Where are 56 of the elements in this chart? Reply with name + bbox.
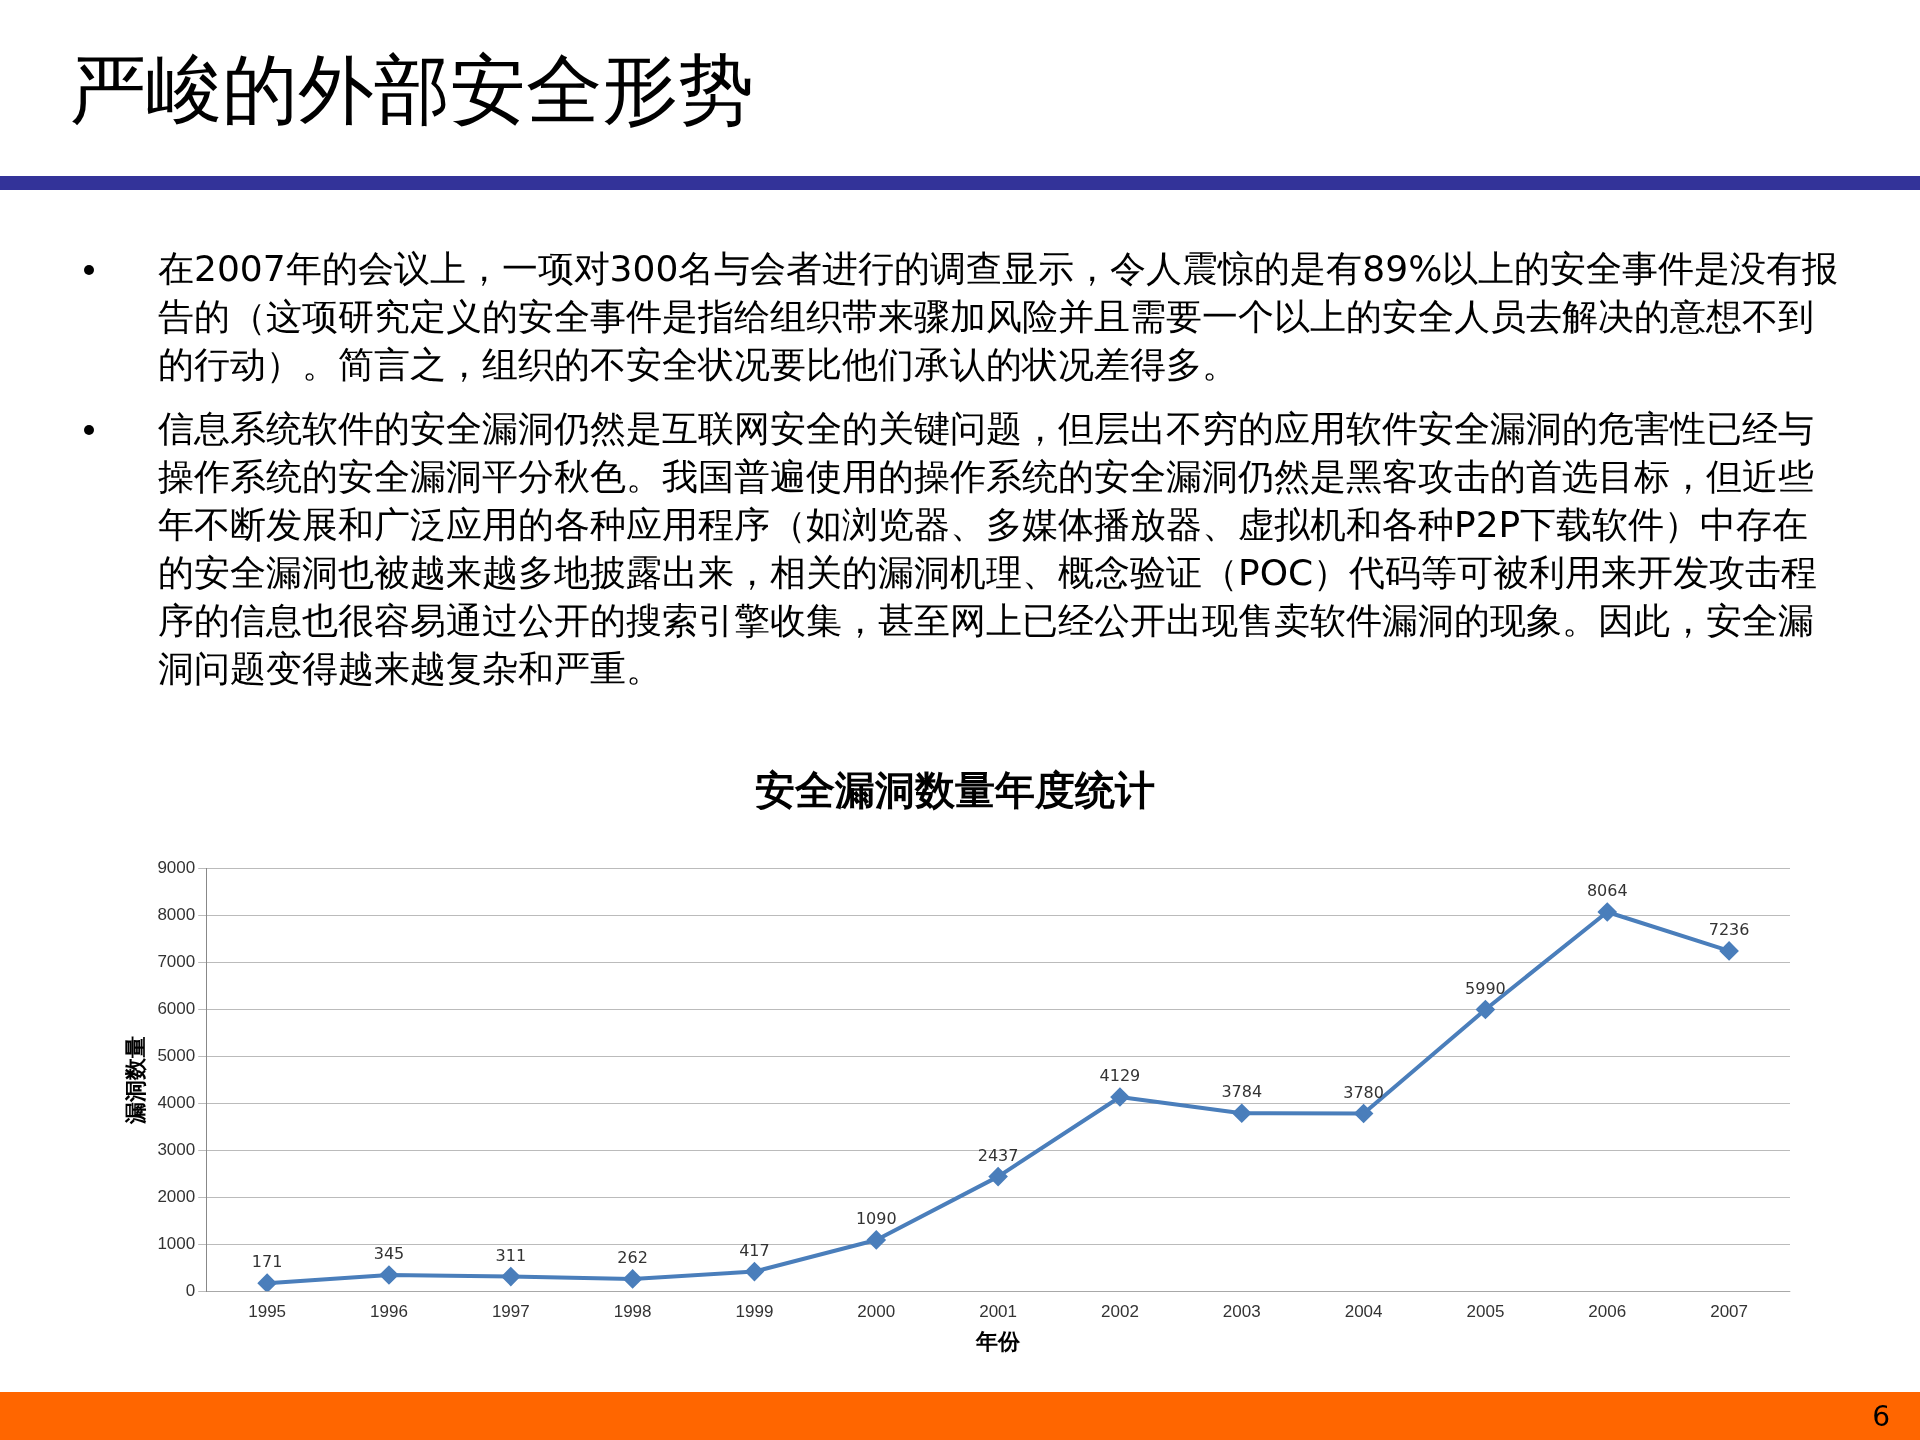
point <box>379 1265 398 1284</box>
point <box>1110 1088 1129 1107</box>
data-label: 417 <box>739 1240 770 1260</box>
x-tick-label: 2003 <box>1222 1302 1261 1322</box>
point <box>989 1167 1008 1186</box>
x-tick-label: 2001 <box>979 1302 1018 1322</box>
text: 信息系统软件的安全漏洞仍然是互联网安全的关键问题，但层出不穷的应用软件安全漏洞的危害性已经与操作系统的安全漏洞平分秋色。我国普遍使用的操作系统的安全漏洞仍然是黑客攻击的首选目标，但近些年不断发展和广泛应用的各种应用程序（如浏览器、多媒体播放器、虚拟机和各种P2P下载软件）中存在的安全漏洞也被越来越多地披露出来，相关的漏洞机理、概念验证（POC）代码等可被利用来开发攻击程序的信息也很容易通过公开的搜索引擎收集，甚至网上已经公开出现售卖软件漏洞的现象。因此，安全漏洞问题变得越来越复杂和严重。 <box>157 407 1819 691</box>
x-tick-label: 2006 <box>1588 1302 1627 1322</box>
text: 6 <box>1872 1400 1890 1433</box>
x-tick-label: 1995 <box>248 1302 287 1322</box>
point <box>1232 1104 1251 1123</box>
x-tick-label: 2002 <box>1101 1302 1139 1322</box>
y-tick-label: 4000 <box>157 1092 196 1112</box>
data-label: 345 <box>373 1244 405 1264</box>
data-label: 5990 <box>1465 978 1506 998</box>
point <box>867 1230 886 1249</box>
data-label: 171 <box>251 1252 283 1272</box>
point <box>258 1274 277 1292</box>
point <box>501 1267 520 1286</box>
x-tick-label: 2000 <box>857 1302 896 1322</box>
y-tick-label: 9000 <box>157 857 196 877</box>
data-label: 1090 <box>855 1209 897 1229</box>
data-label: 2437 <box>977 1145 1019 1165</box>
point <box>1354 1104 1373 1123</box>
x-tick-label: 1998 <box>613 1302 652 1322</box>
point <box>745 1262 764 1281</box>
y-tick-label: 5000 <box>157 1045 196 1065</box>
data-label: 8064 <box>1586 881 1628 901</box>
chart-title: 安全漏洞数量年度统计 <box>755 766 1155 814</box>
data-label: 311 <box>495 1245 527 1265</box>
x-tick-label: 1997 <box>491 1302 530 1322</box>
x-tick-label: 2005 <box>1466 1302 1505 1322</box>
data-label: 7236 <box>1708 920 1750 940</box>
y-tick-label: 6000 <box>157 998 196 1018</box>
text: 严峻的外部安全形势 <box>70 44 754 136</box>
x-axis-title: 年份 <box>975 1328 1022 1354</box>
point <box>1598 903 1617 922</box>
point <box>1476 1000 1495 1019</box>
point <box>623 1269 642 1288</box>
x-tick-label: 2004 <box>1344 1302 1383 1322</box>
x-tick-label: 1996 <box>370 1302 408 1322</box>
y-tick-label: 0 <box>185 1280 196 1300</box>
y-axis-title: 漏洞数量 <box>123 1035 149 1125</box>
y-tick-label: 7000 <box>157 951 196 971</box>
data-label: 262 <box>617 1248 648 1268</box>
x-tick-label: 1999 <box>735 1302 774 1322</box>
y-tick-label: 2000 <box>157 1186 196 1206</box>
data-label: 3780 <box>1343 1082 1384 1102</box>
text: 在2007年的会议上，一项对300名与会者进行的调查显示，令人震惊的是有89%以上的安全事件是没有报告的（这项研究定义的安全事件是指给组织带来骤加风险并且需要一个以上的安全人员去解决的意想不到的行动）。简言之，组织的不安全状况要比他们承认的状况差得多。 <box>157 247 1840 387</box>
y-tick-label: 3000 <box>157 1139 196 1159</box>
data-label: 3784 <box>1221 1082 1263 1102</box>
point <box>1720 941 1739 960</box>
y-tick-label: 8000 <box>157 904 196 924</box>
y-tick-label: 1000 <box>157 1233 196 1253</box>
data-label: 4129 <box>1099 1066 1141 1086</box>
x-tick-label: 2007 <box>1710 1302 1748 1322</box>
